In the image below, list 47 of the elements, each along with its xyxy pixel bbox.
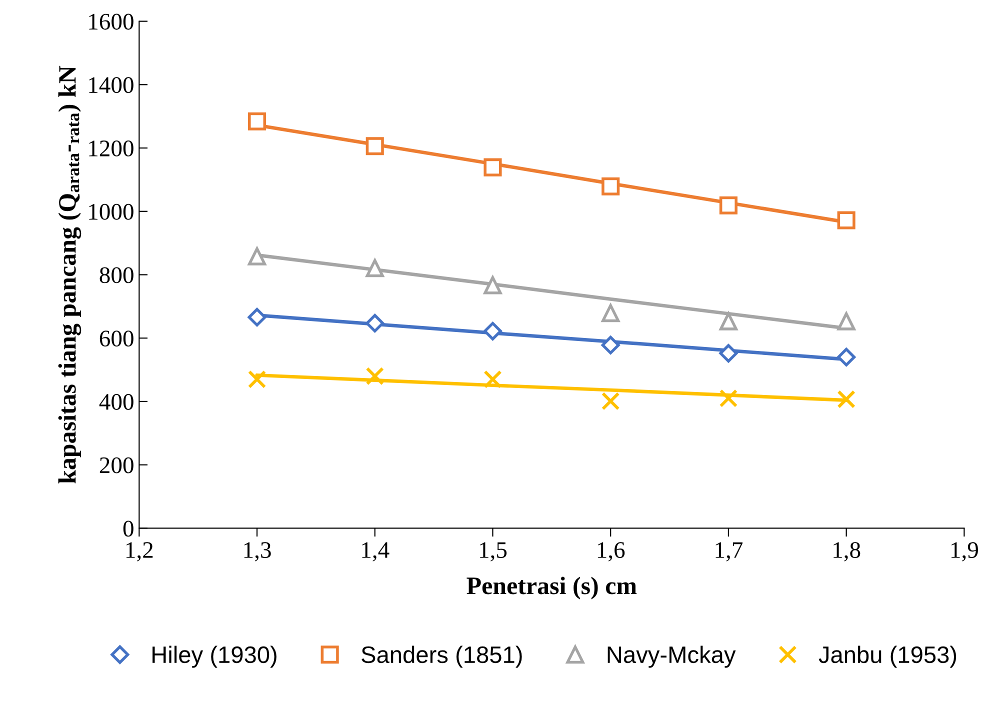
y-tick-label: 1400 bbox=[89, 77, 134, 94]
y-tick-label: 1200 bbox=[89, 140, 134, 156]
point bbox=[719, 344, 738, 363]
x-tick-label: 1,6 bbox=[598, 542, 625, 562]
y-tick-label: 0 bbox=[123, 520, 134, 537]
point bbox=[837, 390, 856, 408]
point bbox=[366, 366, 384, 386]
legend-label: Sanders (1851) bbox=[362, 646, 522, 668]
y-tick-label: 200 bbox=[100, 457, 134, 474]
point bbox=[248, 112, 266, 130]
point bbox=[719, 196, 738, 214]
point bbox=[248, 370, 266, 388]
legend-label: Janbu (1953) bbox=[818, 646, 956, 668]
x-tick-label: 1,3 bbox=[244, 542, 271, 562]
point bbox=[602, 304, 620, 322]
y-tick-label: 1600 bbox=[89, 14, 134, 30]
point bbox=[248, 308, 266, 326]
x-axis-title: Penetrasi (s) cm bbox=[466, 576, 637, 600]
point bbox=[719, 312, 738, 330]
point bbox=[602, 177, 620, 196]
point bbox=[719, 389, 738, 408]
point bbox=[837, 312, 856, 330]
point bbox=[366, 137, 384, 156]
point bbox=[248, 247, 266, 266]
x-tick-label: 1,8 bbox=[834, 542, 860, 562]
y-tick-label: 400 bbox=[99, 394, 134, 410]
y-tick-label: 1000 bbox=[89, 204, 134, 220]
point bbox=[484, 370, 502, 388]
legend-label: Hiley (1930) bbox=[152, 646, 276, 668]
x-tick-label: 1,2 bbox=[126, 542, 153, 562]
x-tick-label: 1,4 bbox=[362, 542, 390, 562]
point bbox=[366, 314, 384, 332]
y-tick-label: 800 bbox=[100, 267, 134, 284]
x-tick-label: 1,9 bbox=[952, 542, 978, 562]
x-tick-label: 1,7 bbox=[716, 542, 743, 562]
legend-label: Navy-Mckay bbox=[608, 646, 736, 668]
point bbox=[484, 276, 502, 294]
point bbox=[601, 336, 620, 354]
point bbox=[483, 322, 502, 340]
point bbox=[484, 158, 502, 176]
y-tick-label: 600 bbox=[100, 330, 134, 347]
x-tick-label: 1,5 bbox=[480, 542, 507, 562]
point bbox=[837, 348, 856, 366]
point bbox=[366, 259, 384, 278]
point bbox=[601, 392, 620, 410]
point bbox=[837, 211, 856, 230]
y-axis-title: kapasitas tiang pancang (Q$_{arata}$-$_{rata}$) kN bbox=[58, 66, 82, 484]
